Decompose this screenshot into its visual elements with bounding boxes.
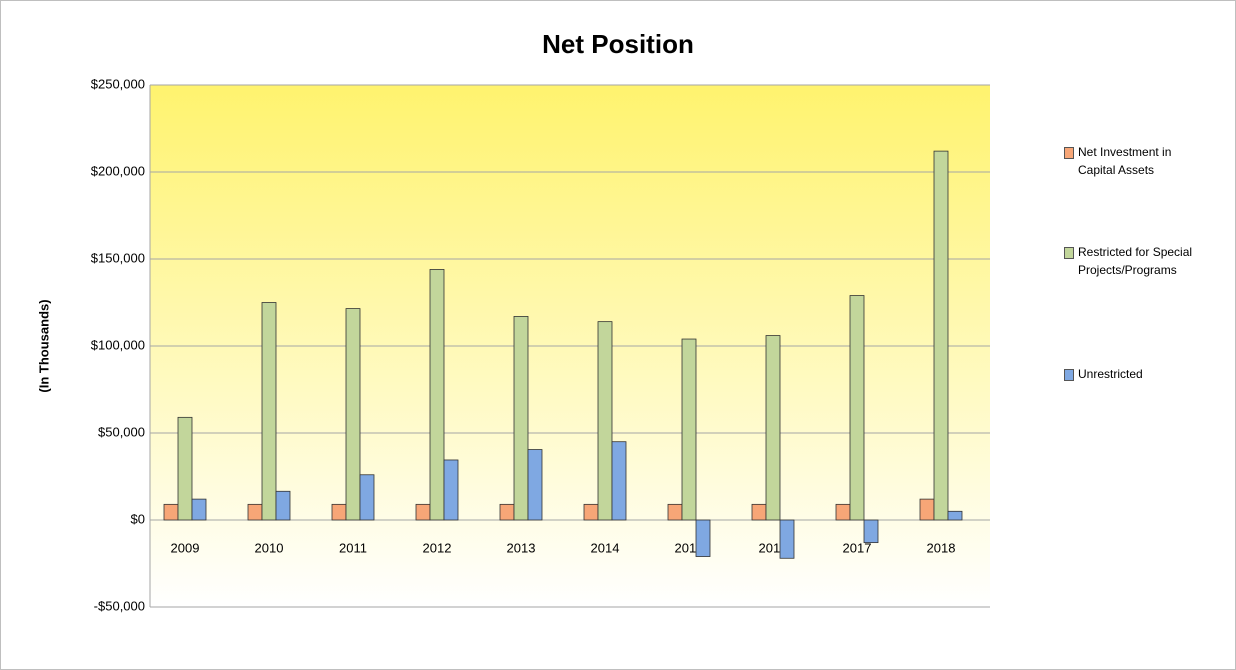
x-tick-label: 2014	[591, 540, 620, 555]
x-tick-label: 2009	[171, 540, 200, 555]
x-tick-label: 2011	[339, 540, 367, 555]
y-tick-label: $200,000	[91, 163, 145, 178]
bar	[919, 498, 935, 521]
x-tick-label: 2018	[927, 540, 956, 555]
bar	[779, 519, 795, 559]
x-tick-label: 2010	[255, 540, 284, 555]
bar	[261, 302, 277, 521]
legend-item: Unrestricted	[1064, 365, 1228, 383]
bar	[359, 474, 375, 521]
bar	[415, 503, 431, 521]
legend-swatch	[1064, 247, 1074, 259]
legend-item: Restricted for Special Projects/Programs	[1064, 243, 1228, 279]
bar	[863, 519, 879, 544]
bar	[583, 503, 599, 521]
bar	[275, 490, 291, 521]
y-tick-label: $50,000	[98, 424, 145, 439]
bar	[667, 503, 683, 521]
bar	[177, 416, 193, 521]
bar	[751, 503, 767, 521]
y-axis-label: (In Thousands)	[36, 299, 51, 392]
legend-label: Net Investment in Capital Assets	[1078, 145, 1172, 177]
legend-swatch	[1064, 147, 1074, 159]
legend-item: Net Investment in Capital Assets	[1064, 143, 1203, 179]
y-tick-label: $150,000	[91, 250, 145, 265]
bar	[933, 150, 949, 521]
x-tick-label: 2013	[507, 540, 536, 555]
bar	[429, 269, 445, 521]
bar	[597, 321, 613, 521]
bar	[765, 335, 781, 521]
bar	[163, 503, 179, 521]
bar	[247, 503, 263, 521]
bar	[695, 519, 711, 557]
bar	[681, 338, 697, 521]
bar	[835, 503, 851, 521]
x-tick-label: 2017	[843, 540, 872, 555]
chart-title: Net Position	[542, 29, 694, 59]
bar	[513, 316, 529, 521]
y-tick-label: -$50,000	[94, 598, 145, 613]
bar	[611, 441, 627, 521]
y-tick-label: $0	[131, 511, 145, 526]
bar	[345, 308, 361, 521]
bar	[331, 503, 347, 521]
legend-label: Restricted for Special Projects/Programs	[1078, 245, 1193, 277]
legend-swatch	[1064, 369, 1074, 381]
x-tick-label: 2012	[423, 540, 452, 555]
bar	[443, 459, 459, 521]
bar	[527, 449, 543, 521]
bar	[191, 498, 207, 521]
bar	[499, 503, 515, 521]
legend-label: Unrestricted	[1078, 367, 1143, 381]
y-tick-label: $250,000	[91, 76, 145, 91]
bar	[849, 295, 865, 521]
bar	[947, 510, 963, 521]
y-tick-label: $100,000	[91, 337, 145, 352]
